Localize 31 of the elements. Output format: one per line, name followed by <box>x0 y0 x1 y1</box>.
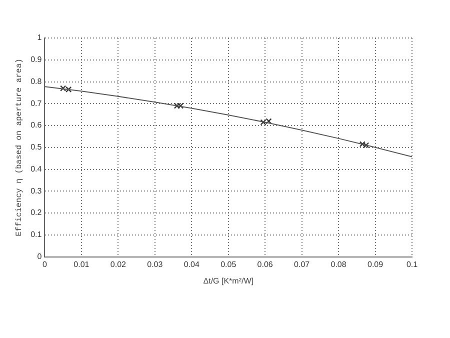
point <box>178 102 184 109</box>
y-axis-title: Efficiency η (based on aperture area) <box>14 58 24 236</box>
x-axis-title: Δt/G [K*m²/W] <box>203 276 254 286</box>
x-tick-label: 0.09 <box>367 260 384 269</box>
y-tick-label: 0.8 <box>30 76 42 86</box>
y-tick-label: 0.2 <box>30 208 42 218</box>
point <box>363 142 370 148</box>
y-tick-label: 0 <box>37 252 42 262</box>
y-tick-label: 0.3 <box>30 186 42 196</box>
y-tick-label: 0.7 <box>30 98 42 108</box>
y-tick-label: 0.5 <box>30 142 42 152</box>
point <box>174 102 180 109</box>
x-tick-label: 0.07 <box>294 260 310 269</box>
point <box>359 141 366 148</box>
x-tick-label: 0.02 <box>110 260 127 269</box>
x-tick-label: 0.08 <box>330 260 347 269</box>
x-tick-label: 0.06 <box>257 260 274 269</box>
x-tick-label: 0.1 <box>406 260 418 269</box>
y-tick-label: 0.6 <box>30 120 42 130</box>
point <box>260 119 266 126</box>
y-tick-label: 1 <box>37 33 42 42</box>
y-tick-label: 0.9 <box>30 55 42 64</box>
x-tick-label: 0.04 <box>184 260 200 269</box>
point <box>266 118 272 124</box>
point <box>60 85 66 92</box>
x-tick-label: 0.01 <box>74 260 90 269</box>
x-tick-label: 0.03 <box>147 260 164 269</box>
y-tick-label: 0.1 <box>30 230 42 240</box>
x-tick-label: 0.05 <box>220 260 237 269</box>
y-tick-label: 0.4 <box>30 164 42 174</box>
point <box>66 86 72 92</box>
